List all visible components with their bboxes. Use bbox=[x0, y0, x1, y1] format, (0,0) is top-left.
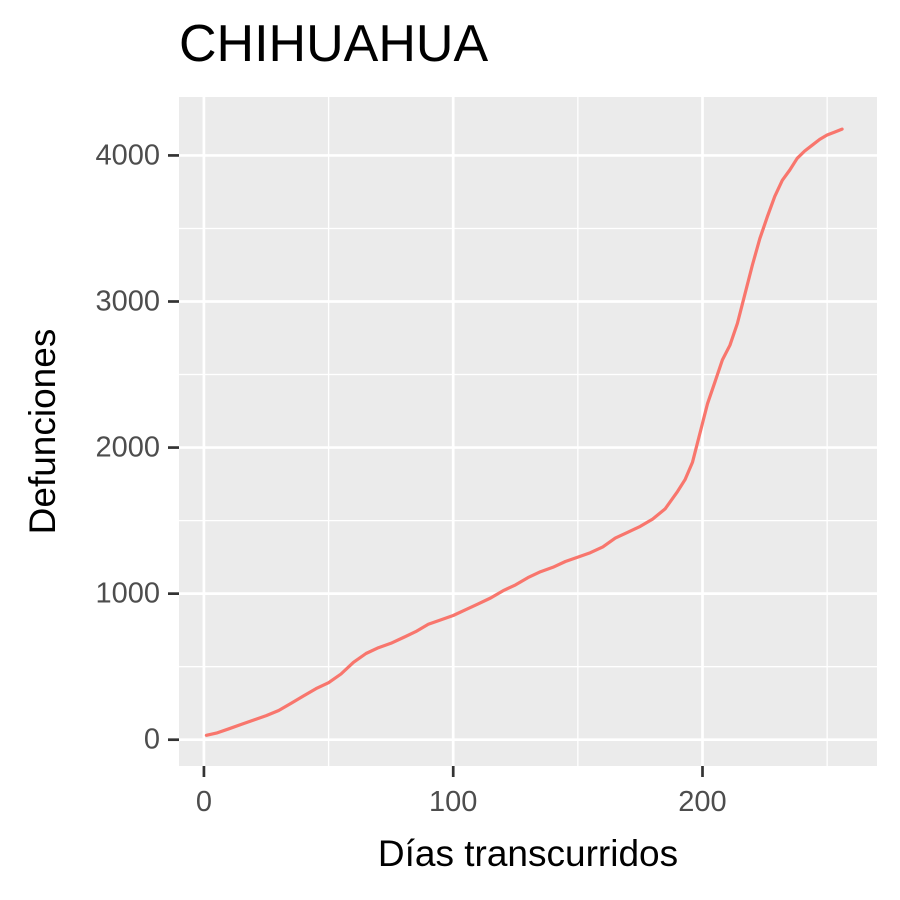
y-axis-title: Defunciones bbox=[22, 329, 63, 535]
series-layer bbox=[204, 127, 844, 737]
y-tick-label: 3000 bbox=[95, 285, 160, 317]
y-axis: 0 1000 2000 3000 4000 bbox=[95, 139, 179, 756]
x-axis-title: Días transcurridos bbox=[378, 833, 678, 874]
x-axis: 0 100 200 bbox=[196, 766, 727, 818]
y-tick-label: 0 bbox=[144, 724, 160, 756]
x-tick-label: 200 bbox=[678, 786, 726, 818]
grid-major bbox=[179, 97, 877, 766]
y-tick-label: 4000 bbox=[95, 139, 160, 171]
y-tick-label: 2000 bbox=[95, 432, 160, 464]
series-line-1 bbox=[204, 127, 844, 737]
x-tick-label: 0 bbox=[196, 786, 212, 818]
chart-title: CHIHUAHUA bbox=[179, 15, 489, 73]
plot-panel bbox=[179, 97, 877, 766]
grid-minor bbox=[179, 97, 877, 766]
y-tick-label: 1000 bbox=[95, 578, 160, 610]
x-tick-label: 100 bbox=[429, 786, 477, 818]
